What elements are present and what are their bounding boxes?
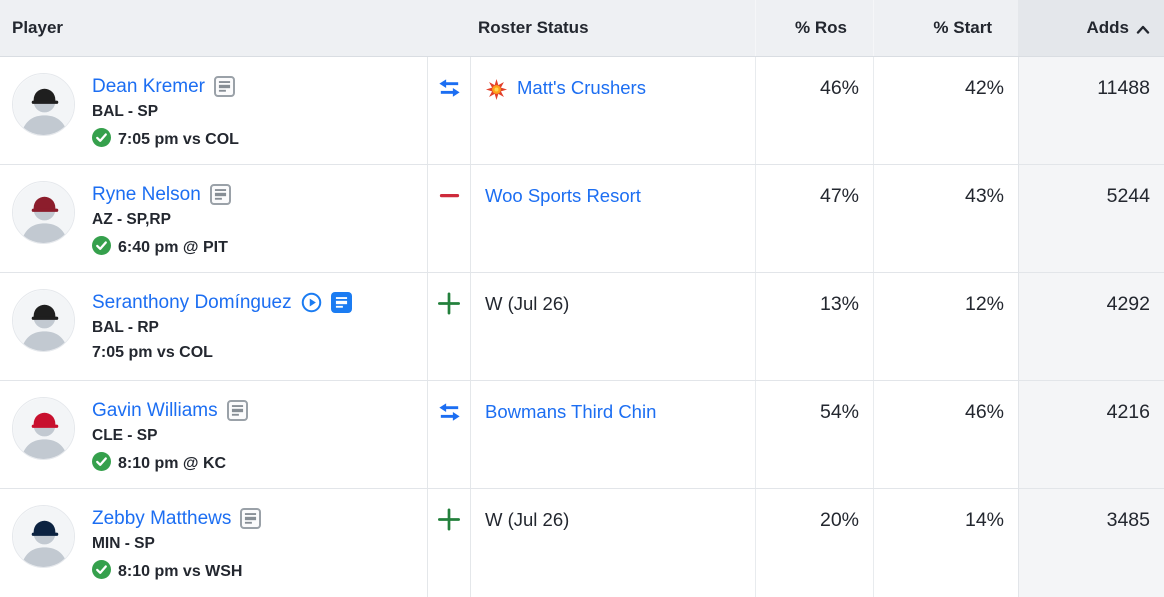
add-player-icon[interactable] <box>436 291 462 380</box>
roster-team-link[interactable]: Matt's Crushers <box>517 77 646 98</box>
pct-rostered-value: 54% <box>755 381 873 488</box>
game-time: 8:10 pm @ KC <box>118 455 227 472</box>
probable-starter-check-icon <box>92 452 111 476</box>
game-time: 7:05 pm vs COL <box>118 131 239 148</box>
action-cell <box>427 381 470 488</box>
probable-starter-check-icon <box>92 560 111 584</box>
pct-started-value: 42% <box>873 57 1018 164</box>
player-note-icon[interactable] <box>209 184 231 205</box>
player-headshot-avatar[interactable] <box>12 289 75 352</box>
swap-player-icon[interactable] <box>436 75 463 164</box>
adds-count-value: 4216 <box>1018 381 1164 488</box>
player-headshot-avatar[interactable] <box>12 397 75 460</box>
pct-started-value: 14% <box>873 489 1018 597</box>
table-row: Ryne Nelson <box>0 165 1164 273</box>
roster-status-cell: W (Jul 26) W (Jul 26) <box>470 273 755 380</box>
pct-rostered-value: 47% <box>755 165 873 272</box>
table-row: Dean Kremer <box>0 57 1164 165</box>
pct-rostered-value: 13% <box>755 273 873 380</box>
table-row: Gavin Williams <box>0 381 1164 489</box>
col-header-adds-label: Adds <box>1086 18 1130 37</box>
player-team-position: BAL - SP <box>92 103 159 120</box>
roster-status-cell: Matt's Crushers Matt's Crushers <box>470 57 755 164</box>
col-header-player[interactable]: Player <box>12 18 64 37</box>
player-note-icon[interactable] <box>214 76 235 97</box>
waiver-status-text: W (Jul 26) <box>485 293 570 314</box>
pct-started-value: 46% <box>873 381 1018 488</box>
pct-started-value: 12% <box>873 273 1018 380</box>
collision-emoji <box>485 78 508 106</box>
table-body: Dean Kremer <box>0 57 1164 597</box>
col-header-action <box>427 0 470 56</box>
player-note-icon[interactable] <box>240 508 262 529</box>
player-headshot-avatar[interactable] <box>12 73 75 136</box>
roster-status-cell: Bowmans Third Chin Bowmans Third Chin <box>470 381 755 488</box>
action-cell <box>427 165 470 272</box>
probable-starter-check-icon <box>92 236 111 260</box>
player-cell: Ryne Nelson <box>0 165 427 272</box>
player-team-position: BAL - RP <box>92 319 159 336</box>
player-headshot-avatar[interactable] <box>12 505 75 568</box>
player-name-link[interactable]: Zebby Matthews <box>92 508 232 529</box>
action-cell <box>427 273 470 380</box>
adds-count-value: 4292 <box>1018 273 1164 380</box>
player-name-link[interactable]: Seranthony Domínguez <box>92 292 292 313</box>
table-row: Zebby Matthews <box>0 489 1164 597</box>
sort-chevron-up-icon <box>1136 25 1150 34</box>
player-name-link[interactable]: Dean Kremer <box>92 76 205 97</box>
col-header-adds[interactable]: Adds <box>1018 0 1164 56</box>
game-time: 7:05 pm vs COL <box>92 344 213 361</box>
pct-started-value: 43% <box>873 165 1018 272</box>
player-note-icon[interactable] <box>226 400 248 421</box>
pct-rostered-value: 46% <box>755 57 873 164</box>
col-header-roster-status[interactable]: Roster Status <box>478 18 589 37</box>
player-cell: Zebby Matthews <box>0 489 427 597</box>
action-cell <box>427 57 470 164</box>
roster-status-cell: W (Jul 26) W (Jul 26) <box>470 489 755 597</box>
player-team-position: MIN - SP <box>92 535 155 552</box>
player-cell: Dean Kremer <box>0 57 427 164</box>
adds-count-value: 11488 <box>1018 57 1164 164</box>
game-time: 6:40 pm @ PIT <box>118 239 228 256</box>
player-note-new-icon[interactable] <box>330 292 352 313</box>
drop-player-icon[interactable] <box>437 183 462 272</box>
roster-status-cell: Woo Sports Resort Woo Sports Resort <box>470 165 755 272</box>
adds-count-value: 3485 <box>1018 489 1164 597</box>
col-header-pct-start[interactable]: % Start <box>873 0 1018 56</box>
player-cell: Seranthony Domínguez <box>0 273 427 380</box>
probable-starter-check-icon <box>92 128 111 152</box>
roster-team-link[interactable]: Bowmans Third Chin <box>485 401 657 422</box>
player-name-link[interactable]: Ryne Nelson <box>92 184 201 205</box>
player-team-position: AZ - SP,RP <box>92 211 171 228</box>
roster-team-link[interactable]: Woo Sports Resort <box>485 185 641 206</box>
action-cell <box>427 489 470 597</box>
waiver-status-text: W (Jul 26) <box>485 509 570 530</box>
table-row: Seranthony Domínguez <box>0 273 1164 381</box>
game-time: 8:10 pm vs WSH <box>118 563 243 580</box>
pct-rostered-value: 20% <box>755 489 873 597</box>
player-headshot-avatar[interactable] <box>12 181 75 244</box>
player-cell: Gavin Williams <box>0 381 427 488</box>
player-team-position: CLE - SP <box>92 427 158 444</box>
swap-player-icon[interactable] <box>436 399 463 488</box>
player-name-link[interactable]: Gavin Williams <box>92 400 218 421</box>
add-player-icon[interactable] <box>436 507 462 597</box>
adds-count-value: 5244 <box>1018 165 1164 272</box>
col-header-pct-ros[interactable]: % Ros <box>755 0 873 56</box>
video-play-icon[interactable] <box>301 292 322 313</box>
table-header: Player Roster Status % Ros % Start Adds <box>0 0 1164 57</box>
